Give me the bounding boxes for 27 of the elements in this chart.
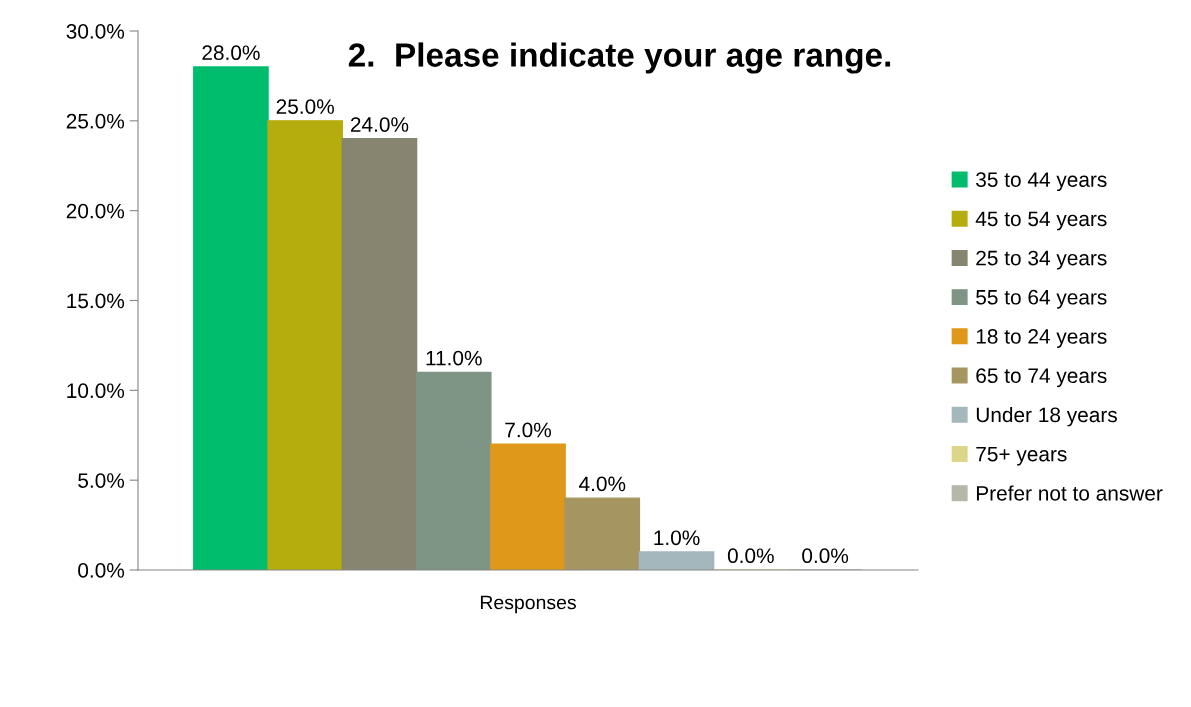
legend-label: 25 to 34 years bbox=[976, 250, 1107, 270]
y-tick-label: 5.0% bbox=[78, 473, 125, 488]
legend-label: Prefer not to answer bbox=[976, 485, 1163, 501]
x-tick-label: Responses bbox=[480, 595, 576, 614]
legend-label: Under 18 years bbox=[976, 406, 1117, 427]
data-label: 0.0% bbox=[727, 548, 774, 564]
legend-label: 65 to 74 years bbox=[976, 368, 1107, 388]
legend-label: 35 to 44 years bbox=[976, 172, 1107, 192]
data-label: 1.0% bbox=[654, 530, 700, 546]
legend-label: 18 to 24 years bbox=[976, 329, 1107, 348]
y-tick-label: 30.0% bbox=[66, 24, 125, 39]
data-label: 0.0% bbox=[802, 548, 849, 564]
data-label: 25.0% bbox=[276, 99, 334, 114]
data-label: 4.0% bbox=[579, 476, 626, 492]
legend-label: 75+ years bbox=[976, 446, 1067, 466]
data-label: 11.0% bbox=[426, 350, 482, 366]
y-tick-label: 15.0% bbox=[67, 293, 125, 309]
y-tick-label: 20.0% bbox=[66, 203, 125, 219]
y-tick-label: 25.0% bbox=[66, 113, 125, 129]
data-label: 24.0% bbox=[350, 117, 409, 132]
chart-title: 2. Please indicate your age range. bbox=[348, 42, 891, 74]
y-tick-label: 10.0% bbox=[67, 383, 125, 399]
legend-label: 55 to 64 years bbox=[976, 289, 1107, 309]
data-label: 28.0% bbox=[202, 45, 260, 61]
legend-label: 45 to 54 years bbox=[975, 211, 1107, 231]
y-tick-label: 0.0% bbox=[78, 563, 125, 578]
data-label: 7.0% bbox=[505, 422, 551, 438]
